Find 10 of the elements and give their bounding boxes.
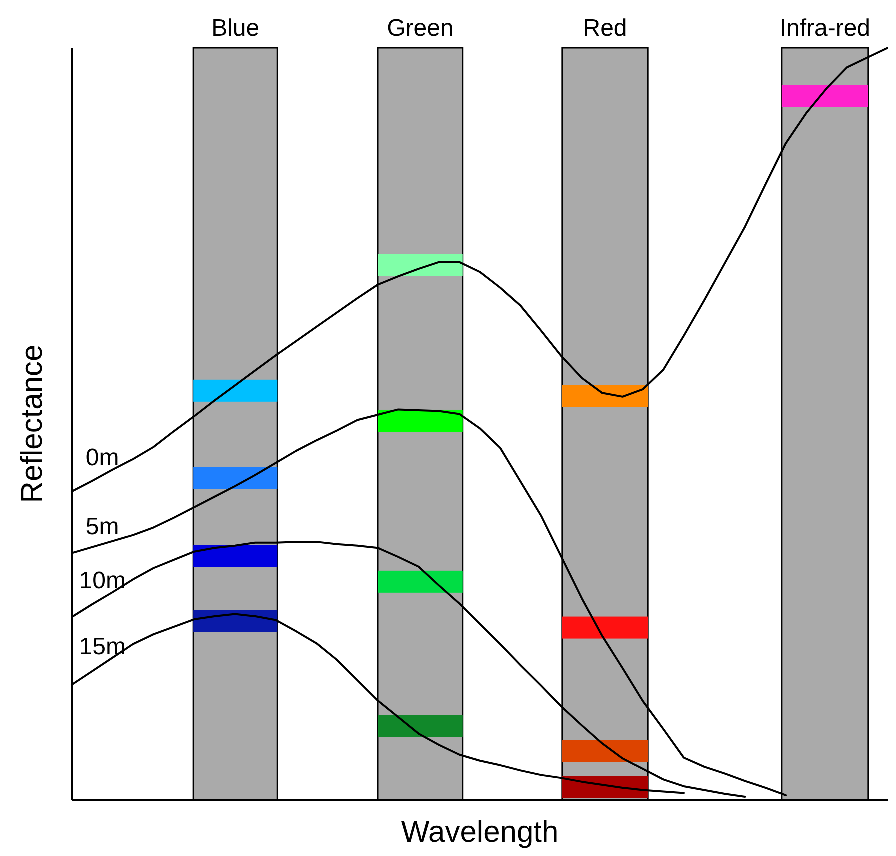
series-label: 0m — [86, 444, 120, 472]
series-label: 15m — [79, 634, 126, 661]
series-label: 5m — [86, 513, 120, 540]
text: Red — [583, 15, 628, 42]
y-axis-title: Reflectance — [16, 344, 49, 504]
x-axis-title: Wavelength — [401, 816, 559, 849]
text: Blue — [212, 15, 260, 42]
text: Green — [387, 15, 454, 42]
series-label: 10m — [79, 567, 126, 594]
text: Infra-red — [780, 15, 871, 42]
